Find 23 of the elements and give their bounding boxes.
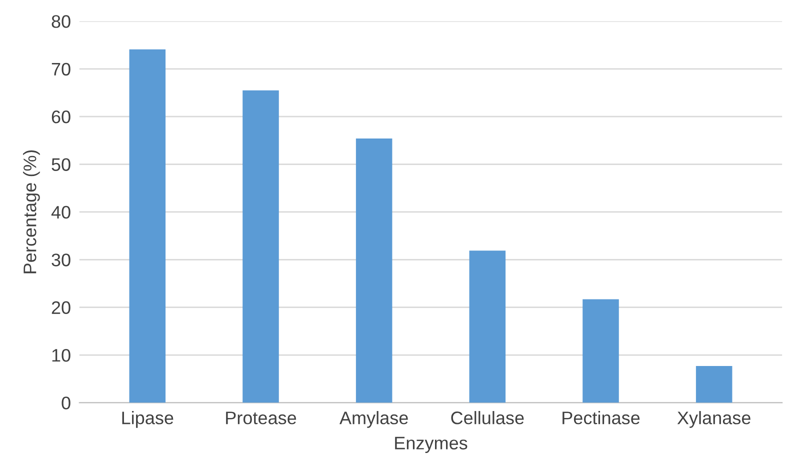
y-tick-label: 10 (52, 348, 70, 362)
x-tick-label: Xylanase (677, 411, 750, 428)
y-tick-label: 30 (52, 254, 70, 266)
bar (129, 49, 166, 403)
y-axis-title: Percentage (%) (23, 150, 40, 274)
y-tick-label: 80 (52, 15, 70, 28)
bar (242, 90, 279, 403)
x-tick-label: Cellulase (451, 411, 524, 424)
y-tick-label: 20 (52, 301, 70, 314)
x-tick-label: Protease (226, 412, 296, 424)
x-tick-label: Lipase (122, 411, 174, 428)
x-tick-label: Pectinase (562, 411, 640, 424)
x-axis-title: Enzymes (395, 436, 468, 454)
bar (469, 250, 506, 403)
y-tick-label: 60 (52, 110, 70, 124)
x-tick-label: Amylase (339, 411, 408, 428)
y-tick-label: 70 (52, 62, 70, 76)
y-tick-label: 50 (52, 158, 70, 171)
bar (356, 138, 392, 403)
y-tick-label: 0 (62, 396, 70, 410)
y-tick-label: 40 (51, 206, 70, 219)
bar (582, 299, 619, 403)
bar (696, 366, 732, 403)
